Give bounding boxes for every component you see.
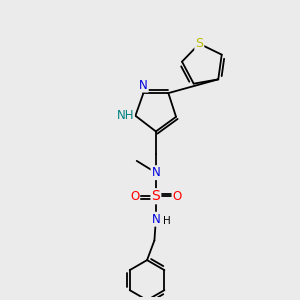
Text: N: N bbox=[152, 166, 160, 179]
Text: H: H bbox=[163, 216, 171, 226]
Text: O: O bbox=[130, 190, 139, 203]
Text: NH: NH bbox=[116, 109, 134, 122]
Text: O: O bbox=[172, 190, 182, 203]
Text: S: S bbox=[195, 37, 203, 50]
Text: N: N bbox=[139, 79, 148, 92]
Text: N: N bbox=[152, 213, 160, 226]
Text: S: S bbox=[152, 189, 160, 203]
